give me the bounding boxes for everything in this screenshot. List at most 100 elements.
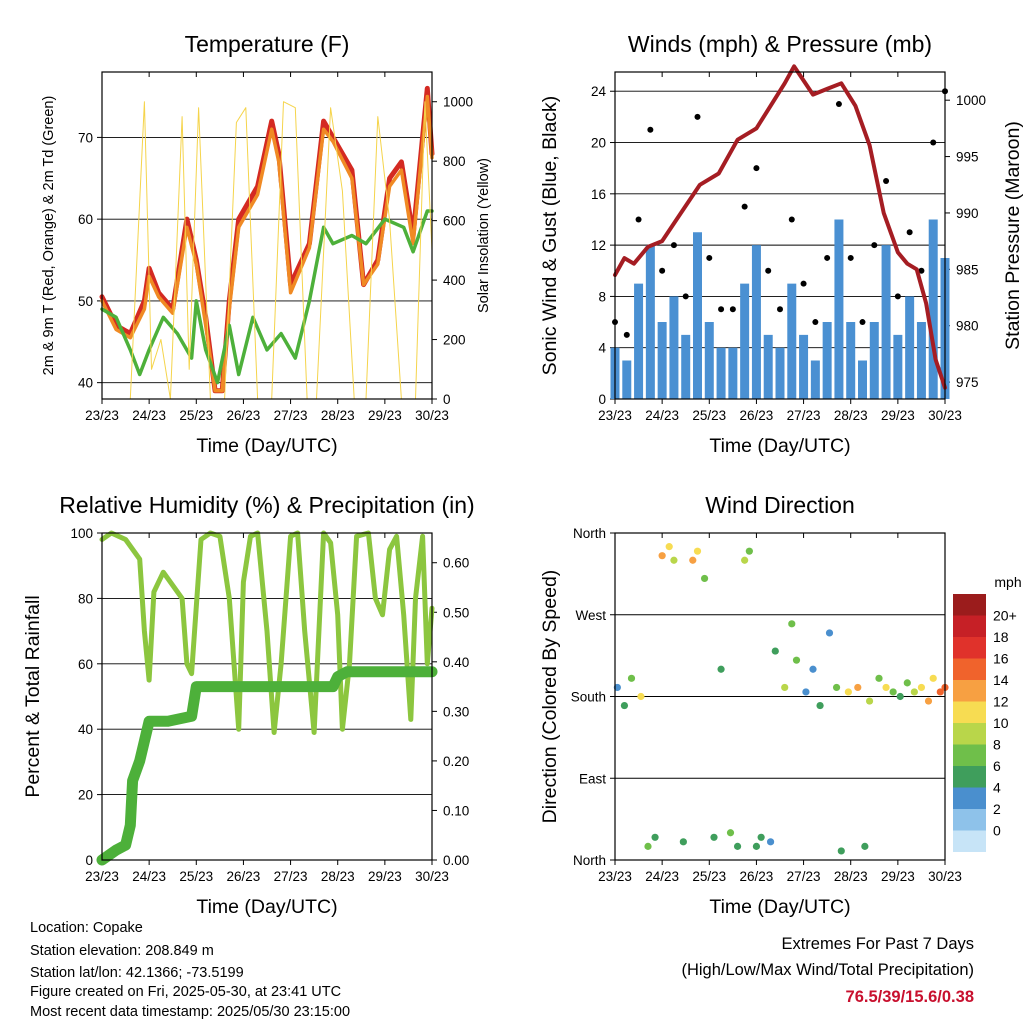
y-tick-label-left: West (575, 608, 606, 623)
y-axis-label-left: 2m & 9m T (Red, Orange) & 2m Td (Green) (41, 96, 57, 376)
y-tick-label-left: 20 (591, 136, 606, 151)
gust-point (729, 306, 736, 313)
series-line (99, 530, 435, 735)
direction-point (882, 683, 890, 692)
direction-point (757, 833, 765, 841)
gust-point (835, 101, 842, 108)
y-tick-label-left: 4 (598, 341, 606, 356)
y-tick-label-left: 80 (78, 591, 93, 606)
chart-title: Winds (mph) & Pressure (mb) (628, 31, 932, 57)
x-axis-label: Time (Day/UTC) (709, 896, 850, 918)
y-tick-label-left: 12 (591, 238, 606, 253)
colorbar-swatch (953, 680, 986, 702)
direction-point (865, 697, 874, 705)
x-tick-label: 26/23 (740, 408, 774, 423)
direction-point (710, 833, 718, 841)
direction-point (917, 683, 926, 692)
created-text: Figure created on Fri, 2025-05-30, at 23… (30, 984, 342, 1000)
y-tick-label-left: 100 (70, 526, 93, 541)
x-tick-label: 27/23 (787, 869, 821, 884)
y-tick-label-left: 20 (78, 788, 93, 803)
direction-point (903, 679, 911, 687)
x-tick-label: 25/23 (179, 869, 213, 884)
direction-point (924, 697, 933, 705)
y-tick-label-right: 400 (443, 273, 466, 288)
x-tick-label: 29/23 (368, 869, 402, 884)
y-tick-label-right: 995 (956, 150, 979, 165)
direction-point (726, 829, 735, 837)
y-tick-label-left: North (573, 526, 606, 541)
y-tick-label-left: 24 (591, 84, 607, 99)
gust-point (871, 242, 878, 249)
y-tick-label-left: 70 (78, 130, 93, 145)
x-axis-label: Time (Day/UTC) (196, 896, 337, 918)
gust-point (847, 254, 854, 261)
x-tick-label: 29/23 (881, 408, 915, 423)
x-tick-label: 24/23 (132, 869, 166, 884)
y-tick-label-right: 600 (443, 214, 466, 229)
y-tick-label-right: 0.30 (443, 704, 469, 719)
direction-point (802, 688, 810, 696)
direction-point (896, 692, 904, 701)
x-tick-label: 26/23 (227, 408, 261, 423)
colorbar-swatch (953, 594, 986, 616)
direction-point (679, 838, 687, 846)
x-tick-label: 27/23 (274, 408, 308, 423)
series-line (96, 666, 438, 866)
chart-title: Wind Direction (705, 492, 855, 518)
x-axis-label: Time (Day/UTC) (709, 435, 850, 457)
colorbar-label: 10 (993, 715, 1009, 731)
y-tick-label-left: 60 (78, 657, 93, 672)
direction-point (792, 656, 801, 664)
x-tick-label: 25/23 (692, 408, 726, 423)
direction-point (651, 833, 659, 841)
colorbar-label: 0 (993, 823, 1001, 839)
direction-point (644, 842, 652, 850)
series-line (129, 101, 433, 400)
direction-point (825, 629, 834, 637)
direction-point (689, 556, 697, 564)
colorbar-label: 18 (993, 629, 1009, 645)
x-tick-label: 28/23 (834, 408, 868, 423)
recent-data-text: Most recent data timestamp: 2025/05/30 2… (30, 1004, 351, 1020)
direction-point (889, 688, 897, 696)
y-tick-label-right: 0.60 (443, 556, 469, 571)
colorbar-swatch (953, 766, 986, 788)
x-tick-label: 30/23 (415, 869, 449, 884)
colorbar-label: 20+ (993, 608, 1017, 624)
gust-point (918, 267, 925, 274)
x-tick-label: 28/23 (321, 408, 355, 423)
gust-point (635, 216, 642, 223)
colorbar-swatch (953, 744, 986, 766)
y-axis-label-right: Station Pressure (Maroon) (1002, 121, 1024, 350)
chart-title: Relative Humidity (%) & Precipitation (i… (59, 492, 474, 518)
gust-point (694, 113, 701, 120)
gust-point (718, 306, 725, 313)
y-tick-label-right: 980 (956, 319, 979, 334)
colorbar-label: 6 (993, 758, 1001, 774)
direction-point (809, 665, 817, 673)
gust-point (647, 126, 654, 133)
direction-point (658, 552, 666, 560)
gust-point (883, 178, 890, 184)
x-tick-label: 28/23 (834, 869, 868, 884)
gust-point (930, 139, 937, 146)
direction-point (717, 665, 725, 673)
gust-point (623, 331, 630, 338)
y-tick-label-left: 60 (78, 212, 93, 227)
gust-point (812, 319, 819, 326)
gust-point (906, 229, 913, 236)
colorbar-title: mph (994, 574, 1021, 590)
chart-title: Temperature (F) (185, 31, 350, 57)
direction-point (733, 842, 742, 850)
series-line (100, 94, 434, 393)
y-tick-label-right: 990 (956, 206, 979, 221)
gust-point (659, 267, 666, 274)
y-tick-label-right: 800 (443, 154, 466, 169)
gust-point (682, 293, 689, 300)
colorbar-swatch (953, 701, 986, 723)
colorbar-swatch (953, 830, 986, 852)
colorbar-swatch (953, 809, 986, 831)
y-tick-label-right: 0.00 (443, 853, 469, 868)
y-tick-label-right: 200 (443, 333, 466, 348)
